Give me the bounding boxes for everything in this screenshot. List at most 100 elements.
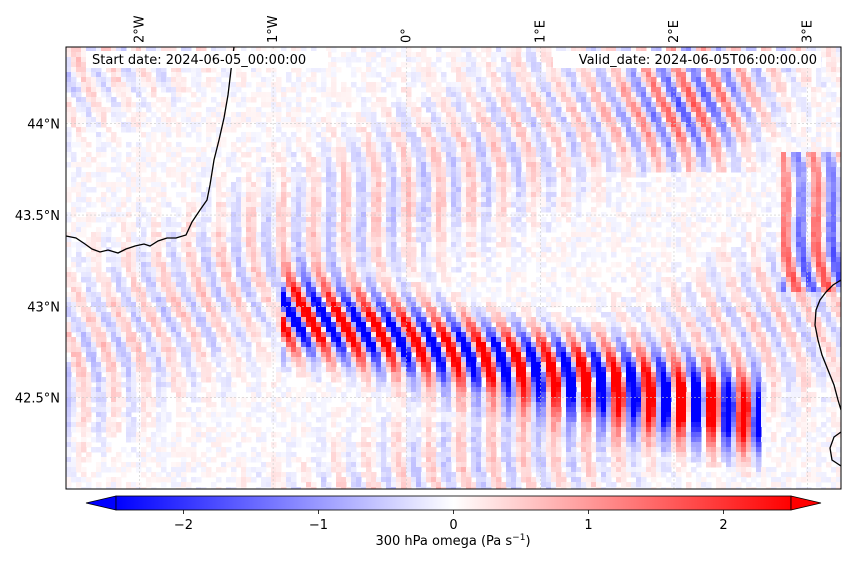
field-cell bbox=[266, 82, 272, 88]
field-cell bbox=[376, 147, 382, 153]
field-cell bbox=[806, 157, 812, 163]
field-cell bbox=[251, 227, 257, 233]
field-cell bbox=[561, 117, 567, 123]
field-cell bbox=[416, 197, 422, 203]
field-cell bbox=[461, 127, 467, 133]
field-cell bbox=[206, 132, 212, 138]
field-cell bbox=[416, 217, 422, 223]
field-cell bbox=[806, 127, 812, 133]
field-cell bbox=[756, 72, 762, 78]
field-cell bbox=[451, 52, 457, 58]
field-cell bbox=[546, 57, 552, 63]
field-cell bbox=[826, 212, 832, 218]
field-cell bbox=[256, 72, 262, 78]
field-cell bbox=[456, 52, 462, 58]
field-cell bbox=[611, 72, 617, 78]
field-cell bbox=[456, 92, 462, 98]
field-cell bbox=[716, 127, 722, 133]
field-cell bbox=[626, 127, 632, 133]
field-cell bbox=[181, 77, 187, 83]
field-cell bbox=[311, 157, 317, 163]
field-cell bbox=[71, 172, 77, 178]
field-cell bbox=[506, 247, 512, 253]
field-cell bbox=[671, 92, 677, 98]
field-cell bbox=[466, 132, 472, 138]
field-cell bbox=[816, 227, 822, 233]
field-cell bbox=[606, 92, 612, 98]
field-cell bbox=[506, 72, 512, 78]
field-cell bbox=[521, 197, 527, 203]
field-cell bbox=[786, 237, 792, 243]
field-cell bbox=[246, 132, 252, 138]
field-cell bbox=[426, 87, 432, 93]
field-cell bbox=[541, 52, 547, 58]
field-cell bbox=[486, 97, 492, 103]
field-cell bbox=[816, 197, 822, 203]
field-cell bbox=[661, 122, 667, 128]
field-cell bbox=[121, 87, 127, 93]
field-cell bbox=[206, 227, 212, 233]
field-cell bbox=[66, 82, 72, 88]
field-cell bbox=[656, 242, 662, 248]
field-cell bbox=[451, 132, 457, 138]
field-cell bbox=[191, 187, 197, 193]
field-cell bbox=[501, 127, 507, 133]
field-cell bbox=[726, 187, 732, 193]
field-cell bbox=[546, 67, 552, 73]
field-cell bbox=[346, 217, 352, 223]
field-cell bbox=[446, 167, 452, 173]
field-cell bbox=[386, 242, 392, 248]
field-cell bbox=[146, 177, 152, 183]
field-cell bbox=[311, 47, 317, 53]
field-cell bbox=[491, 137, 497, 143]
field-cell bbox=[246, 162, 252, 168]
field-cell bbox=[456, 172, 462, 178]
field-cell bbox=[71, 72, 77, 78]
field-cell bbox=[381, 102, 387, 108]
field-cell bbox=[726, 207, 732, 213]
field-cell bbox=[761, 237, 767, 243]
field-cell bbox=[656, 67, 662, 73]
field-cell bbox=[236, 157, 242, 163]
field-cell bbox=[141, 102, 147, 108]
field-cell bbox=[586, 217, 592, 223]
field-cell bbox=[156, 182, 162, 188]
field-cell bbox=[266, 207, 272, 213]
field-cell bbox=[366, 72, 372, 78]
field-cell bbox=[351, 142, 357, 148]
field-cell bbox=[356, 167, 362, 173]
field-cell bbox=[441, 77, 447, 83]
field-cell bbox=[176, 122, 182, 128]
field-cell bbox=[81, 67, 87, 73]
field-cell bbox=[756, 97, 762, 103]
field-cell bbox=[311, 77, 317, 83]
field-cell bbox=[621, 157, 627, 163]
field-cell bbox=[516, 87, 522, 93]
field-cell bbox=[391, 202, 397, 208]
field-cell bbox=[536, 102, 542, 108]
field-cell bbox=[151, 232, 157, 238]
field-cell bbox=[681, 107, 687, 113]
field-cell bbox=[271, 227, 277, 233]
field-cell bbox=[261, 167, 267, 173]
field-cell bbox=[246, 242, 252, 248]
field-cell bbox=[606, 47, 612, 53]
field-cell bbox=[421, 232, 427, 238]
field-cell bbox=[691, 192, 697, 198]
field-cell bbox=[231, 247, 237, 253]
field-cell bbox=[501, 232, 507, 238]
field-cell bbox=[496, 92, 502, 98]
field-cell bbox=[836, 197, 841, 203]
field-cell bbox=[526, 132, 532, 138]
field-cell bbox=[546, 62, 552, 68]
field-cell bbox=[441, 147, 447, 153]
field-cell bbox=[451, 167, 457, 173]
field-cell bbox=[791, 127, 797, 133]
field-cell bbox=[206, 237, 212, 243]
field-cell bbox=[141, 147, 147, 153]
field-cell bbox=[781, 207, 787, 213]
field-cell bbox=[631, 77, 637, 83]
field-cell bbox=[456, 157, 462, 163]
field-cell bbox=[746, 242, 752, 248]
field-cell bbox=[446, 247, 452, 253]
